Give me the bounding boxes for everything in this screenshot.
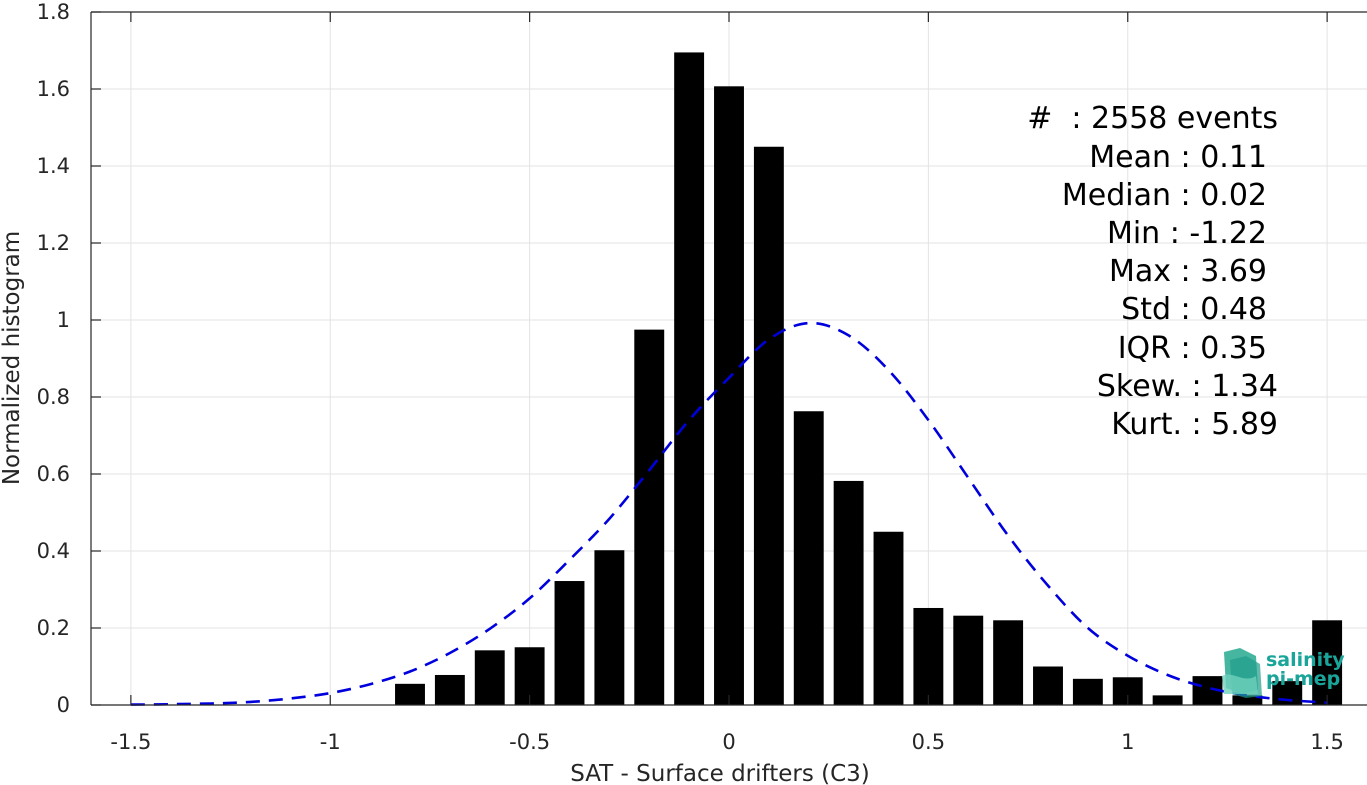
salinity-pimep-logo: salinity pi-mep: [1222, 648, 1345, 698]
y-tick-labels: 0 0.2 0.4 0.6 0.8 1 1.2 1.4 1.6 1.8: [37, 0, 70, 717]
stat-min: Min : -1.22: [1107, 216, 1267, 251]
histogram-bar: [594, 550, 625, 705]
stat-count: # : 2558 events: [1027, 101, 1278, 136]
histogram-bar: [753, 146, 784, 705]
histogram-bar: [474, 650, 505, 705]
histogram-bar: [714, 86, 744, 706]
x-tick-label: -1.5: [110, 730, 151, 754]
histogram-bar: [1232, 695, 1263, 705]
histogram-bar: [873, 531, 904, 705]
y-tick-label: 1: [57, 308, 70, 332]
stat-median: Median : 0.02: [1062, 178, 1267, 213]
stat-kurt: Kurt. : 5.89: [1111, 407, 1278, 442]
x-axis-label: SAT - Surface drifters (C3): [570, 761, 870, 785]
logo-wave-icon: [1222, 648, 1262, 698]
y-tick-label: 1.8: [37, 0, 70, 24]
stat-max: Max : 3.69: [1109, 254, 1267, 289]
histogram-bar: [1033, 666, 1063, 705]
histogram-bar: [634, 329, 665, 705]
stat-skew: Skew. : 1.34: [1097, 369, 1278, 404]
histogram-bar: [1072, 678, 1103, 705]
statistics-box: # : 2558 events Mean : 0.11 Median : 0.0…: [1027, 101, 1278, 442]
y-tick-label: 0.8: [37, 385, 70, 409]
x-tick-label: -0.5: [509, 730, 550, 754]
y-tick-label: 0.4: [37, 539, 70, 563]
histogram-bar: [913, 607, 944, 705]
histogram-bar: [554, 581, 585, 705]
histogram-bar: [434, 674, 465, 705]
y-tick-label: 1.6: [37, 77, 70, 101]
y-tick-label: 0.6: [37, 462, 70, 486]
histogram-bar: [395, 683, 425, 705]
x-tick-label: 0.5: [912, 730, 945, 754]
y-tick-label: 0: [57, 693, 70, 717]
x-tick-label: 0: [722, 730, 735, 754]
logo-text-line2: pi-mep: [1266, 668, 1340, 690]
x-tick-label: 1.5: [1310, 730, 1343, 754]
y-tick-label: 0.2: [37, 616, 70, 640]
histogram-bars: [395, 52, 1343, 706]
y-axis-label: Normalized histogram: [0, 231, 25, 485]
histogram-bar: [1312, 620, 1343, 705]
stat-iqr: IQR : 0.35: [1118, 331, 1267, 366]
histogram-bar: [1152, 695, 1183, 705]
logo-text-line1: salinity: [1266, 649, 1345, 671]
histogram-bar: [993, 620, 1024, 705]
histogram-bar: [793, 411, 824, 705]
histogram-bar: [674, 52, 705, 706]
histogram-bar: [953, 615, 984, 705]
gaussian-fit-curve: [130, 321, 1328, 706]
axes: [90, 11, 1367, 706]
histogram-bar: [833, 480, 864, 705]
stat-mean: Mean : 0.11: [1089, 140, 1267, 175]
x-tick-label: -1: [320, 730, 341, 754]
y-tick-label: 1.4: [37, 154, 70, 178]
x-tick-label: 1: [1121, 730, 1134, 754]
stat-std: Std : 0.48: [1121, 292, 1267, 327]
y-tick-label: 1.2: [37, 231, 70, 255]
x-tick-labels: -1.5 -1 -0.5 0 0.5 1 1.5: [110, 730, 1343, 754]
